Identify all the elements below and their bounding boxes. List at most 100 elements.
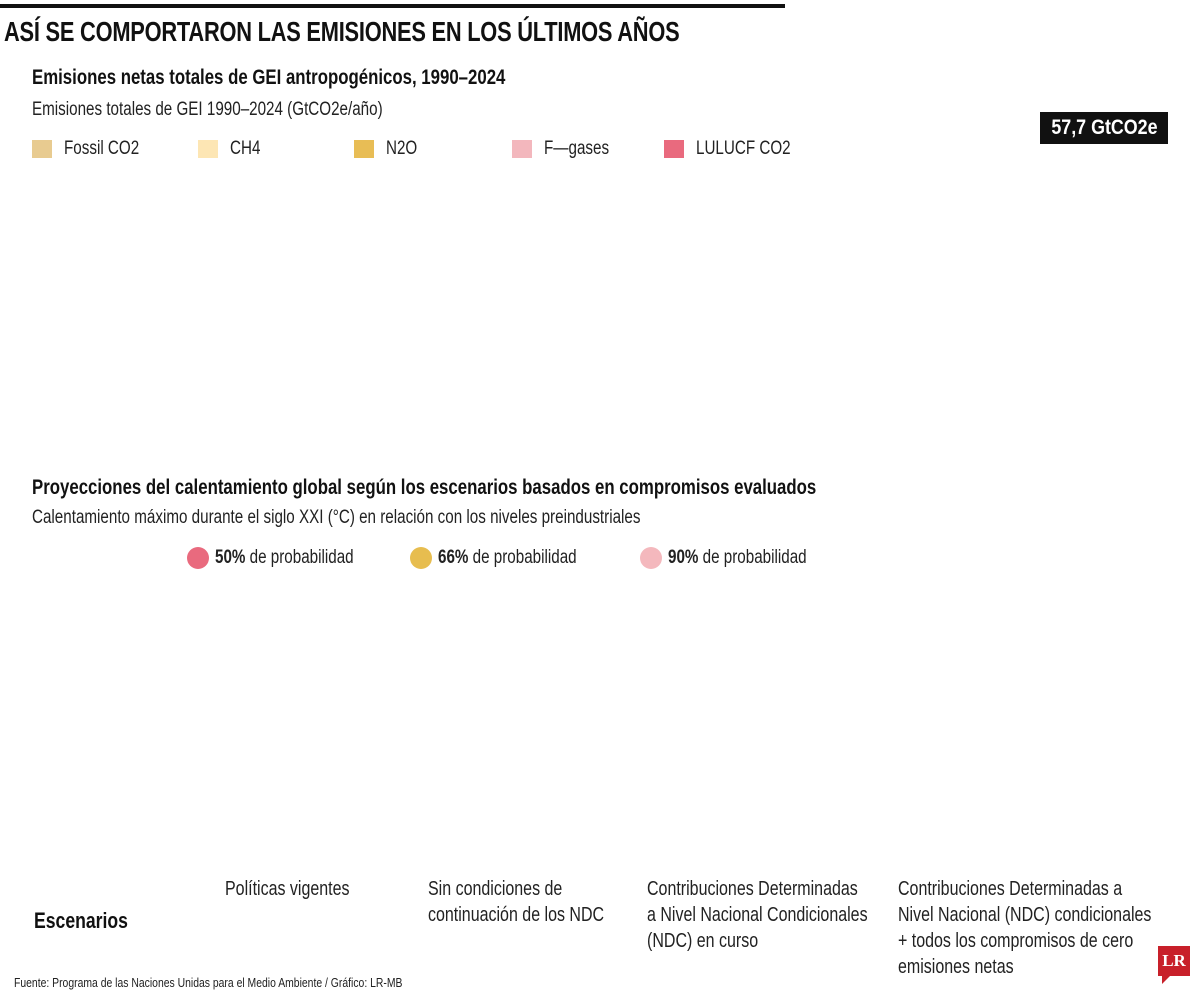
temp-tick-label: 1,5°C (121, 833, 162, 856)
legend-50: 50% de probabilidad (187, 547, 388, 569)
x-tick-label: 2020 (974, 441, 1010, 464)
max-dot (1053, 732, 1063, 742)
min-dot (578, 778, 588, 788)
scenario-label: Sin condiciones de continuación de los ND… (428, 876, 648, 928)
max-dot (814, 655, 824, 665)
min-label: 1,7 (923, 837, 948, 861)
page-title: ASÍ SE COMPORTARON LAS EMISIONES EN LOS … (4, 16, 870, 48)
max-dot (518, 701, 528, 711)
max-dot (456, 716, 466, 726)
legend-90: 90% de probabilidad (640, 547, 841, 569)
median-label: 2,1 (683, 788, 709, 812)
legend-label: Fossil CO2 (64, 138, 140, 159)
min-label: 2,1 (1046, 807, 1071, 831)
legend-dot (187, 547, 209, 569)
callout-2024: 57,7 GtCO2e (1040, 112, 1168, 144)
chart2-subtitle: Calentamiento máximo durante el siglo XX… (32, 507, 793, 529)
legend-swatch (354, 140, 374, 158)
max-label: 2,9 (1046, 708, 1071, 732)
legend-swatch (664, 140, 684, 158)
legend-dot (410, 547, 432, 569)
median-label: 2,6 (216, 749, 242, 773)
annotation-label: 53,7 GtCO2e (933, 187, 1033, 210)
x-tick-label: 2000 (362, 441, 398, 464)
scenario-label: Contribuciones Determinadas a Nivel Nacio… (898, 876, 1200, 980)
legend-fossil: Fossil CO2 (32, 138, 158, 160)
legend-swatch (512, 140, 532, 158)
annotation-label: 41,5 GtCO2e (328, 232, 428, 255)
temp-tick-label: 2,0°C (121, 795, 162, 818)
median-label: 2,8 (278, 734, 304, 758)
top-rule (0, 4, 785, 8)
median-circle (800, 725, 838, 764)
source-footer: Fuente: Programa de las Naciones Unidas … (14, 975, 500, 990)
callout-text: 57,7 GtCO2e (1050, 116, 1158, 139)
median-label: 2,3 (746, 772, 772, 796)
max-dot (930, 785, 940, 795)
scenarios-label: Escenarios (34, 908, 151, 934)
legend-bold: 66% (438, 547, 469, 568)
scenarios-label-text: Escenarios (34, 908, 128, 933)
max-dot (224, 678, 234, 688)
max-label: 2,2 (923, 762, 948, 786)
median-circle (272, 725, 310, 764)
median-circle (564, 717, 602, 756)
thermometer-bulb-outline (31, 816, 109, 894)
scenario-label-line: continuación de los NDC (428, 904, 605, 926)
y-tick-label: 0 (35, 423, 44, 446)
area-f-gases (72, 223, 1112, 306)
annotation-label: 51 GtCO2e (628, 197, 714, 220)
area-ch4 (72, 241, 1112, 344)
min-dot (1053, 793, 1063, 803)
thermometer-cap (55, 562, 85, 582)
scenario-label-line: Nivel Nacional (NDC) condicionales (898, 904, 1152, 926)
median-label: 2,5 (510, 757, 536, 781)
scenario-label-line: (NDC) en curso (647, 930, 759, 952)
y-tick-label: 20 (26, 346, 44, 369)
legend-label: N2O (386, 138, 418, 159)
legend-rest: de probabilidad (698, 547, 807, 568)
chart2-title: Proyecciones del calentamiento global se… (32, 476, 1012, 500)
min-dot (456, 816, 466, 826)
max-label: 3,3 (747, 678, 772, 702)
min-dot (224, 808, 234, 818)
median-circle (1039, 763, 1077, 802)
median-circle (504, 748, 542, 787)
scenario-label-line: a Nivel Nacional Condicionales (647, 904, 868, 926)
max-label: 2,3 (986, 754, 1011, 778)
thermometer-shine (59, 580, 62, 820)
min-label: 1,9 (217, 822, 242, 846)
chart2-subtitle-text: Calentamiento máximo durante el siglo XX… (32, 507, 641, 528)
legend-bold: 50% (215, 547, 246, 568)
scenario-label-line: + todos los compromisos de cero (898, 930, 1134, 952)
temp-tick-label: 4,0°C (121, 642, 162, 665)
max-label: 3,3 (511, 678, 536, 702)
scenario-label: Contribuciones Determinadas a Nivel Nacio… (647, 876, 923, 954)
y-tick-label: 10 (26, 385, 44, 408)
legend-rest: de probabilidad (245, 547, 354, 568)
chart1-subtitle-text: Emisiones totales de GEI 1990–2024 (GtCO… (32, 99, 383, 120)
temp-tick-label: 4,5°C (121, 603, 162, 626)
thermometer-mercury (55, 577, 85, 827)
thermometer-bulb (40, 825, 100, 885)
scenario-label-line: Sin condiciones de (428, 878, 563, 900)
max-label: 3,9 (279, 632, 304, 656)
min-label: 2,5 (339, 776, 364, 800)
min-dot (518, 808, 528, 818)
min-label: 1,8 (986, 830, 1011, 854)
median-circle (979, 794, 1017, 833)
min-dot (930, 824, 940, 834)
median-circle (916, 801, 954, 840)
temp-tick-label: 3,0°C (121, 718, 162, 741)
median-label: 2,3 (1045, 772, 1071, 796)
median-label: 1,8 (922, 811, 948, 835)
min-label: 2,1 (279, 807, 304, 831)
lr-logo: LR (1158, 946, 1190, 984)
chart1-title: Emisiones netas totales de GEI antropogé… (32, 66, 624, 90)
scenario-label-line: Contribuciones Determinadas (647, 878, 858, 900)
min-dot (286, 793, 296, 803)
temp-tick-label: 3,5°C (121, 680, 162, 703)
legend-label: CH4 (230, 138, 261, 159)
max-label: 3,6 (217, 655, 242, 679)
legend-fgases: F—gases (512, 138, 625, 160)
